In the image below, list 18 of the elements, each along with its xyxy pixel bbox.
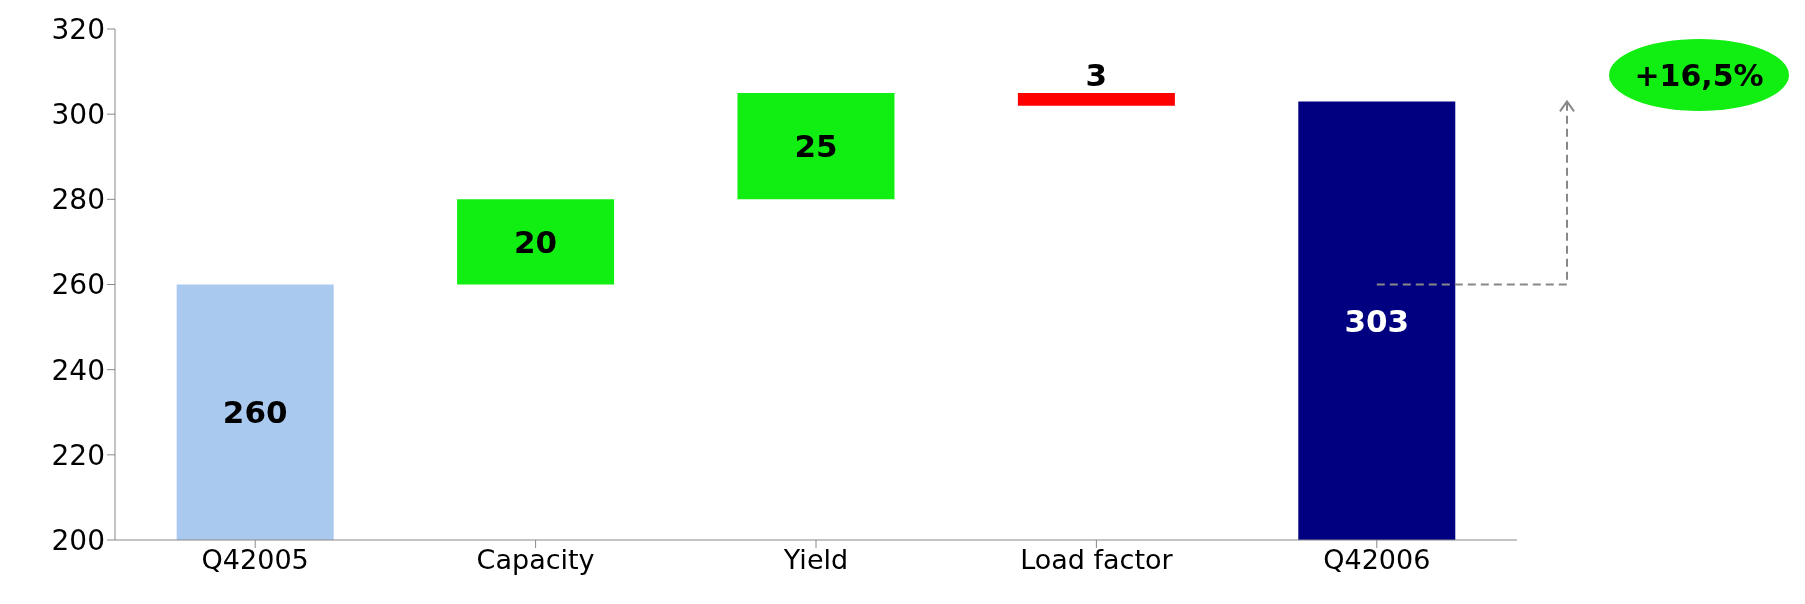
x-tick-label: Q42006 — [1323, 544, 1431, 576]
x-tick-label: Yield — [782, 544, 849, 576]
y-tick-label: 220 — [51, 438, 105, 472]
x-tick-label: Capacity — [476, 544, 595, 576]
text: +16,5% — [1609, 39, 1789, 112]
data-label: 303 — [1344, 302, 1410, 339]
y-tick-label: 260 — [51, 268, 105, 302]
data-label: 3 — [1085, 56, 1108, 93]
y-tick-label: 200 — [51, 523, 105, 557]
y-tick-label: 280 — [51, 183, 105, 217]
y-tick-label: 240 — [51, 353, 105, 387]
x-tick-label: Load factor — [1020, 544, 1174, 576]
data-label: 25 — [794, 128, 838, 165]
x-tick-label: Q42005 — [201, 544, 309, 576]
data-label: 260 — [222, 394, 288, 431]
y-tick-label: 320 — [51, 12, 105, 46]
data-label: 20 — [514, 223, 558, 260]
y-tick-label: 300 — [51, 98, 105, 132]
